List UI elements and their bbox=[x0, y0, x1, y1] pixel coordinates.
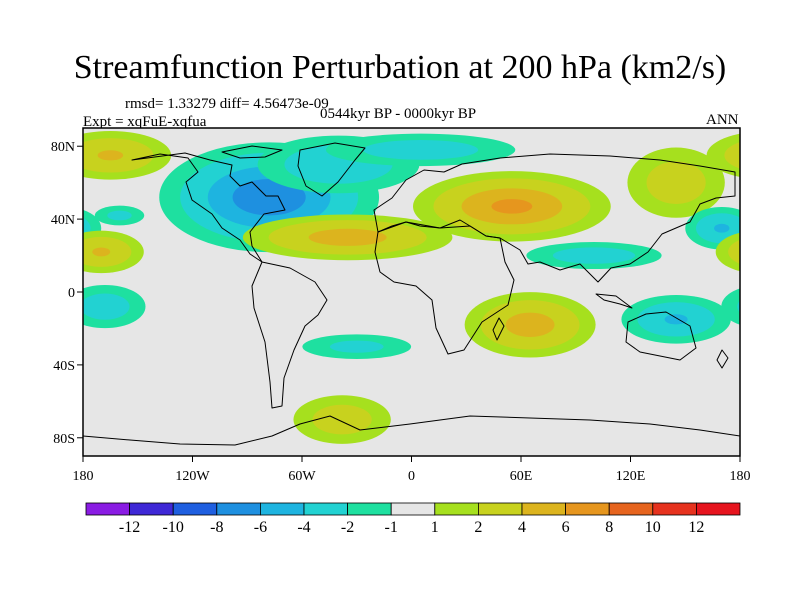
season-label: ANN bbox=[706, 112, 739, 128]
colorbar-label: -1 bbox=[385, 519, 398, 536]
contour-level-wrap bbox=[737, 300, 740, 313]
anomaly-10 bbox=[83, 131, 740, 180]
contour-level bbox=[491, 199, 533, 214]
contour-level bbox=[329, 340, 384, 353]
y-tick-label: 40S bbox=[53, 359, 75, 374]
coast-australia bbox=[625, 311, 697, 361]
coast-canadian-islands bbox=[221, 145, 283, 159]
colorbar-swatch bbox=[565, 502, 610, 516]
anomaly-12 bbox=[621, 295, 731, 344]
contour-level bbox=[92, 247, 111, 257]
contour-level bbox=[363, 140, 479, 160]
anomaly-8 bbox=[83, 230, 740, 274]
y-tick-label: 80N bbox=[51, 140, 75, 155]
coast-greenland bbox=[297, 142, 366, 197]
coast-madagascar bbox=[492, 317, 505, 341]
anomaly-2 bbox=[242, 214, 453, 261]
colorbar-label: -12 bbox=[119, 519, 140, 536]
anomaly-9 bbox=[94, 205, 145, 226]
x-tick-label: 120E bbox=[616, 469, 646, 484]
y-tick-label: 80S bbox=[53, 432, 75, 447]
anomaly-14 bbox=[302, 334, 412, 360]
colorbar-label: 6 bbox=[562, 519, 570, 536]
anomaly-15 bbox=[293, 395, 391, 444]
coast-north-america bbox=[131, 152, 286, 263]
coast-new-zealand bbox=[716, 349, 729, 369]
contour-level bbox=[312, 404, 372, 435]
anomaly-3 bbox=[413, 171, 611, 242]
colorbar-label: -8 bbox=[210, 519, 223, 536]
colorbar: -12 -10 -8 -6 -4 -2 -1 1 2 4 6 8 10 12 bbox=[85, 502, 741, 536]
x-tick-label: 180 bbox=[73, 469, 94, 484]
contour-level bbox=[552, 247, 636, 264]
colorbar-swatch bbox=[608, 502, 654, 516]
coastlines bbox=[83, 142, 740, 446]
experiment-label: Expt = xqFuE-xqfua bbox=[83, 114, 207, 130]
contour-level bbox=[714, 223, 730, 233]
colorbar-swatch bbox=[477, 502, 523, 516]
y-tick-label: 40N bbox=[51, 213, 75, 228]
anomaly-4 bbox=[325, 133, 516, 167]
x-tick-label: 180 bbox=[730, 469, 751, 484]
anomaly-7 bbox=[83, 206, 740, 250]
contour-level-wrap bbox=[728, 239, 740, 264]
map-axes: 180 120W 60W 0 60E 120E 180 80N 40N 0 40S 80S bbox=[51, 140, 751, 484]
colorbar-swatch bbox=[129, 502, 174, 516]
colorbar-swatch bbox=[303, 502, 348, 516]
anomaly-13 bbox=[83, 284, 740, 329]
contour-level bbox=[308, 228, 387, 246]
colorbar-swatch bbox=[216, 502, 261, 516]
colorbar-label: 8 bbox=[605, 519, 613, 536]
contour-level bbox=[107, 210, 132, 221]
contour-level-wrap bbox=[721, 288, 740, 325]
anomaly-11 bbox=[464, 292, 596, 358]
coast-antarctica bbox=[83, 415, 740, 446]
contour-level-wrap bbox=[706, 133, 740, 178]
colorbar-label: 2 bbox=[474, 519, 482, 536]
period-label: 0544kyr BP - 0000kyr BP bbox=[320, 106, 477, 122]
y-tick-label: 0 bbox=[68, 286, 75, 301]
chart-title: Streamfunction Perturbation at 200 hPa (… bbox=[73, 49, 727, 86]
colorbar-label: -4 bbox=[297, 519, 310, 536]
contour-level bbox=[664, 314, 688, 325]
contour-level bbox=[646, 161, 706, 204]
colorbar-swatch bbox=[434, 502, 479, 516]
contour-level-wrap bbox=[715, 232, 740, 272]
coast-indonesia bbox=[595, 293, 633, 309]
x-tick-label: 60E bbox=[510, 469, 533, 484]
colorbar-label: -2 bbox=[341, 519, 354, 536]
colorbar-label: 1 bbox=[431, 519, 439, 536]
colorbar-swatch bbox=[390, 502, 436, 516]
x-tick-label: 60W bbox=[288, 469, 316, 484]
x-tick-label: 120W bbox=[175, 469, 210, 484]
contour-level bbox=[505, 312, 555, 337]
colorbar-label: 4 bbox=[518, 519, 526, 536]
coast-africa bbox=[374, 221, 515, 355]
coast-south-america bbox=[251, 261, 328, 409]
contour-level-wrap bbox=[724, 142, 740, 169]
anomaly-5 bbox=[526, 242, 662, 270]
colorbar-swatch bbox=[347, 502, 392, 516]
colorbar-swatch bbox=[259, 502, 305, 516]
colorbar-swatch bbox=[521, 502, 566, 516]
anomaly-6 bbox=[627, 147, 725, 218]
contour-field bbox=[83, 128, 740, 456]
contour-level bbox=[232, 178, 306, 216]
contour-level bbox=[97, 150, 124, 161]
colorbar-swatch bbox=[172, 502, 218, 516]
colorbar-label: 12 bbox=[688, 519, 704, 536]
colorbar-label: 10 bbox=[645, 519, 661, 536]
colorbar-label: -10 bbox=[163, 519, 184, 536]
rmsd-label: rmsd= 1.33279 diff= 4.56473e-09 bbox=[125, 96, 329, 112]
colorbar-swatch bbox=[652, 502, 697, 516]
colorbar-label: -6 bbox=[254, 519, 267, 536]
x-tick-label: 0 bbox=[408, 469, 415, 484]
contour-level bbox=[83, 293, 130, 320]
colorbar-swatch bbox=[696, 502, 741, 516]
colorbar-swatch bbox=[85, 502, 130, 516]
